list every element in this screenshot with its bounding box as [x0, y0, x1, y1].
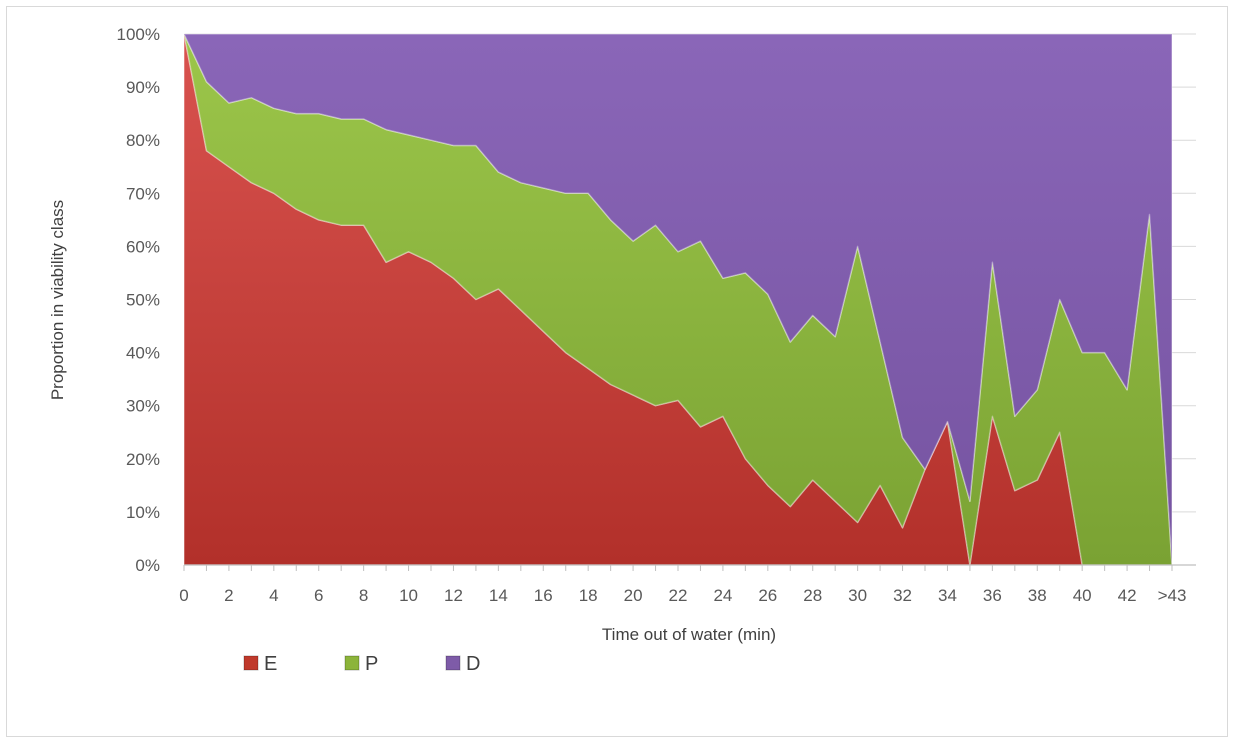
- y-axis-title: Proportion in viability class: [48, 200, 67, 400]
- red-square-icon: [243, 655, 259, 671]
- y-tick-label: 30%: [126, 397, 160, 416]
- x-tick-label: 30: [848, 586, 867, 605]
- x-tick-label: 2: [224, 586, 233, 605]
- x-tick-label: 12: [444, 586, 463, 605]
- x-tick-label: 10: [399, 586, 418, 605]
- x-tick-label: 16: [534, 586, 553, 605]
- x-tick-label: 4: [269, 586, 278, 605]
- legend-label-P: P: [365, 653, 378, 675]
- axes: [183, 564, 1196, 571]
- x-tick-label: 38: [1028, 586, 1047, 605]
- x-tick-label: 34: [938, 586, 957, 605]
- x-tick-label: 8: [359, 586, 368, 605]
- purple-square-icon: [445, 655, 461, 671]
- x-tick-label: 28: [803, 586, 822, 605]
- x-tick-label: 6: [314, 586, 323, 605]
- x-tick-label: 20: [624, 586, 643, 605]
- green-square-icon: [344, 655, 360, 671]
- x-tick-label: 18: [579, 586, 598, 605]
- x-axis-title: Time out of water (min): [602, 625, 776, 644]
- x-tick-label: 22: [669, 586, 688, 605]
- x-tick-label: 40: [1073, 586, 1092, 605]
- y-tick-label: 80%: [126, 131, 160, 150]
- x-tick-label: 32: [893, 586, 912, 605]
- x-tick-label: 36: [983, 586, 1002, 605]
- area-series-D: [183, 33, 1173, 566]
- y-tick-labels: 0% 10% 20% 30% 40% 50% 60% 70% 80% 90% 100%: [117, 25, 160, 575]
- x-tick-label: 42: [1118, 586, 1137, 605]
- x-tick-label: 24: [713, 586, 732, 605]
- x-tick-label: 26: [758, 586, 777, 605]
- y-tick-label: 90%: [126, 78, 160, 97]
- area-series: [183, 33, 1173, 566]
- y-tick-label: 20%: [126, 450, 160, 469]
- legend-label-D: D: [466, 653, 480, 675]
- legend-label-E: E: [264, 653, 277, 675]
- y-tick-label: 100%: [117, 25, 160, 44]
- y-tick-label: 0%: [135, 556, 160, 575]
- y-tick-label: 10%: [126, 503, 160, 522]
- x-tick-label: 0: [179, 586, 188, 605]
- y-tick-label: 70%: [126, 184, 160, 203]
- x-tick-label: 14: [489, 586, 508, 605]
- y-tick-label: 50%: [126, 291, 160, 310]
- y-tick-label: 60%: [126, 237, 160, 256]
- x-tick-labels: 0 2 4 6 8 10 12 14 16 18 20 22 24 26 28 30 32 34 36 38 40 42 >…: [179, 586, 1186, 605]
- x-tick-label: >43: [1158, 586, 1187, 605]
- y-tick-label: 40%: [126, 344, 160, 363]
